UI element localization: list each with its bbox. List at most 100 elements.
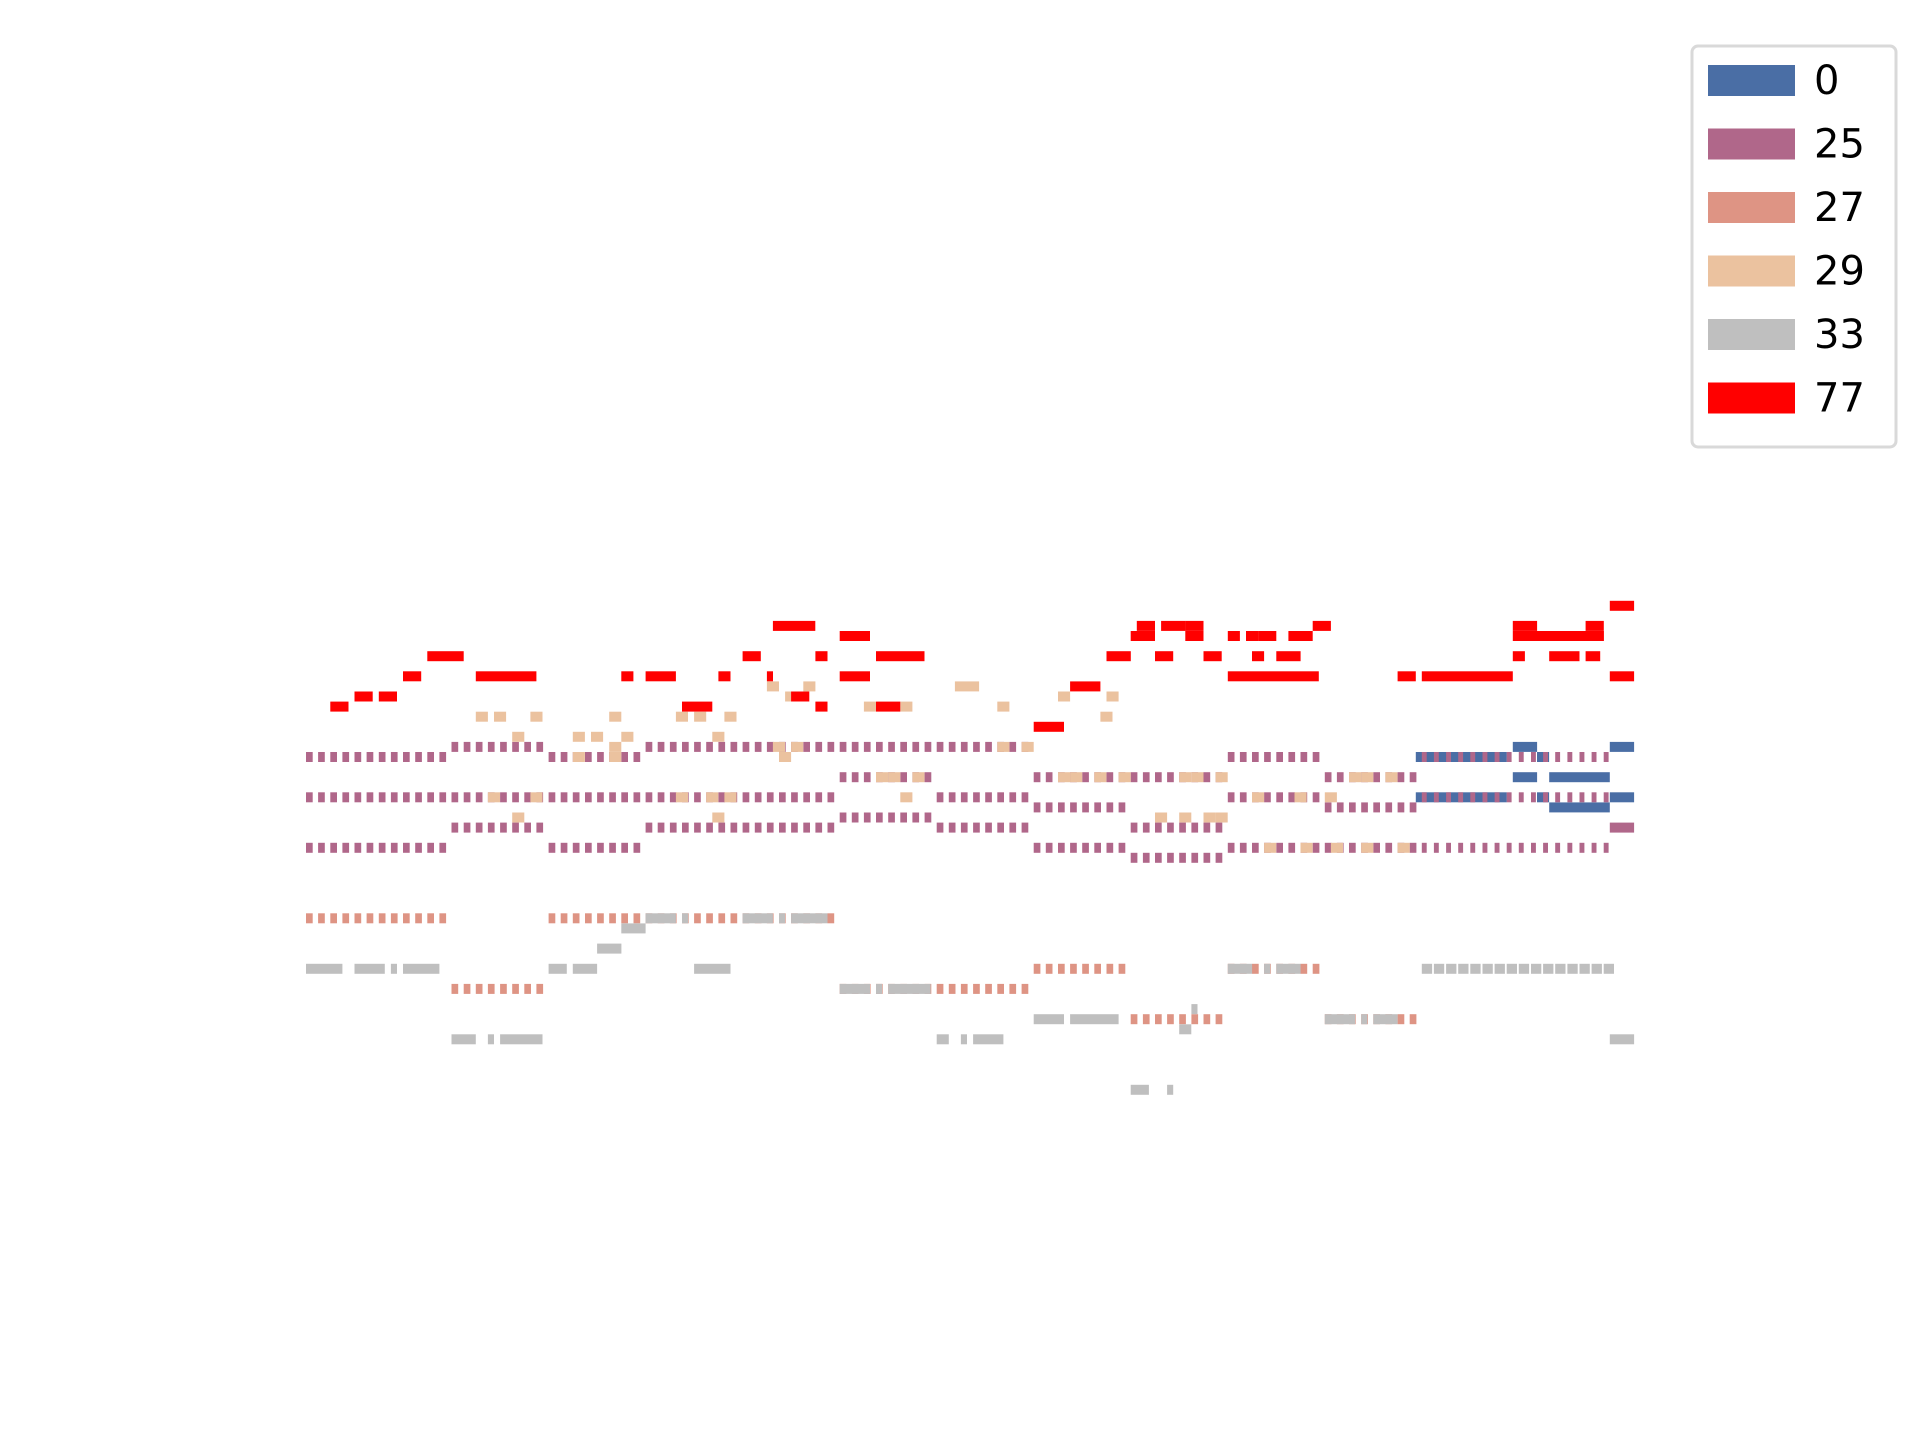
note-25: [548, 752, 556, 762]
note-25: [851, 741, 859, 752]
note-25: [742, 792, 750, 803]
note-27: [609, 913, 616, 924]
note-25: [1082, 842, 1089, 853]
note-25: [548, 792, 556, 803]
note-29: [621, 731, 634, 742]
note-29: [954, 681, 967, 692]
note-25: [318, 792, 325, 803]
note-29: [1385, 772, 1398, 783]
note-25: [1167, 822, 1174, 833]
note-25: [1033, 842, 1041, 853]
note-25: [366, 842, 374, 853]
note-29: [1118, 772, 1131, 783]
note-25: [439, 752, 447, 762]
note-25: [718, 741, 726, 752]
note-77: [1155, 651, 1174, 662]
note-25: [827, 741, 835, 752]
note-77: [742, 651, 761, 662]
note-27: [597, 913, 604, 924]
note-25: [1361, 802, 1368, 813]
note-25: [730, 822, 738, 833]
note-29: [724, 792, 737, 803]
legend-swatch: [1708, 192, 1795, 223]
note-25: [815, 741, 823, 752]
note-27: [973, 983, 980, 994]
note-27: [1142, 1014, 1150, 1025]
note-25: [1482, 842, 1488, 853]
note-25: [463, 741, 471, 752]
note-25: [378, 752, 386, 762]
note-33: [1506, 963, 1517, 974]
note-25: [1276, 792, 1283, 803]
note-33: [1446, 963, 1457, 974]
note-25: [900, 741, 907, 752]
note-25: [779, 822, 786, 833]
note-25: [924, 741, 932, 752]
note-25: [1106, 842, 1114, 853]
note-27: [378, 913, 386, 924]
note-25: [621, 752, 628, 762]
note-25: [524, 822, 531, 833]
note-25: [1118, 802, 1126, 813]
note-25: [960, 792, 968, 803]
note-25: [1142, 822, 1150, 833]
note-77: [1185, 631, 1204, 641]
note-77: [475, 671, 537, 682]
note-25: [1482, 792, 1488, 803]
note-27: [524, 983, 531, 994]
note-25: [1591, 792, 1597, 803]
note-25: [1373, 802, 1380, 813]
note-27: [1094, 963, 1101, 974]
note-25: [948, 822, 956, 833]
note-0: [1609, 741, 1635, 752]
note-25: [1227, 752, 1235, 762]
note-25: [1130, 852, 1138, 863]
note-27: [366, 913, 374, 924]
note-29: [967, 681, 980, 692]
note-25: [1276, 752, 1283, 762]
note-29: [1106, 691, 1119, 702]
note-29: [997, 741, 1010, 752]
note-25: [621, 842, 628, 853]
note-29: [609, 752, 622, 762]
note-29: [779, 752, 792, 762]
note-25: [779, 792, 786, 803]
note-25: [330, 842, 337, 853]
note-77: [1512, 651, 1525, 662]
note-29: [706, 792, 719, 803]
note-27: [997, 983, 1004, 994]
note-29: [888, 772, 901, 783]
note-25: [1591, 842, 1597, 853]
note-29: [1021, 741, 1034, 752]
note-29: [609, 711, 622, 722]
note-25: [888, 812, 895, 823]
note-0: [1512, 772, 1538, 783]
note-27: [1397, 1014, 1405, 1025]
note-25: [487, 822, 495, 833]
note-27: [621, 913, 628, 924]
note-27: [560, 913, 568, 924]
note-33: [306, 963, 343, 974]
note-25: [1567, 792, 1573, 803]
note-27: [1167, 1014, 1174, 1025]
note-77: [1252, 651, 1265, 662]
note-25: [1130, 772, 1138, 783]
note-25: [609, 792, 616, 803]
note-25: [1397, 802, 1405, 813]
note-25: [876, 812, 883, 823]
note-33: [1470, 963, 1481, 974]
note-27: [330, 913, 337, 924]
note-25: [924, 772, 932, 783]
note-25: [354, 792, 362, 803]
note-25: [1239, 792, 1247, 803]
note-27: [318, 913, 325, 924]
note-0: [1549, 802, 1610, 813]
note-29: [772, 741, 785, 752]
note-27: [463, 983, 471, 994]
note-25: [1312, 842, 1320, 853]
note-0: [1537, 792, 1550, 803]
note-25: [1070, 802, 1077, 813]
note-25: [1167, 772, 1174, 783]
note-25: [1215, 822, 1223, 833]
note-25: [378, 792, 386, 803]
